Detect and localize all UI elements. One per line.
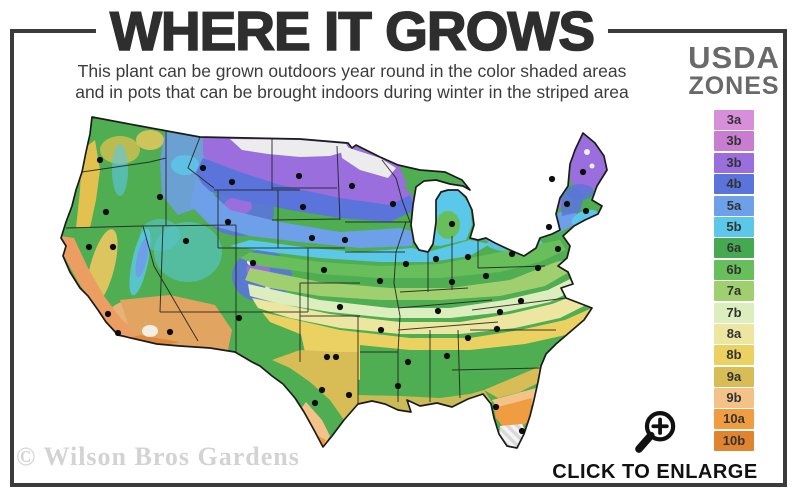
zone-chip-7a: 7a (714, 281, 754, 302)
striped-zone (499, 424, 526, 448)
subtitle-line-2: and in pots that can be brought indoors … (75, 82, 629, 102)
state-borders (65, 128, 567, 404)
zone-chip-3b: 3b (714, 152, 754, 173)
legend-title-zones: ZONES (688, 72, 780, 100)
zone-chip-3a: 3a (714, 110, 754, 130)
city-dots (85, 156, 590, 435)
subtitle-line-1: This plant can be grown outdoors year ro… (77, 61, 627, 81)
zone-chip-10b: 10b (714, 430, 754, 451)
zone-chip-3b: 3b (714, 131, 754, 152)
usda-zones-legend: USDA ZONES 3a 3b 3b 4b 5a 5b 6a 6b 7a 7b 8a 8b 9a 9b 1… (686, 42, 782, 452)
zone-chip-6a: 6a (714, 238, 754, 259)
zone-chip-7b: 7b (714, 302, 754, 323)
zone-chip-9a: 9a (714, 366, 754, 387)
zone-chip-10a: 10a (714, 409, 754, 430)
zone-chip-5a: 5a (714, 195, 754, 216)
zone-chip-9b: 9b (714, 388, 754, 409)
legend-title-usda: USDA (688, 40, 780, 75)
watermark: © Wilson Bros Gardens (16, 442, 300, 471)
page-title: WHERE IT GROWS (95, 1, 609, 61)
zone-chip-8a: 8a (714, 323, 754, 344)
zone-chip-6b: 6b (714, 259, 754, 280)
us-outline (60, 116, 608, 449)
magnifier-zoom-icon[interactable] (628, 406, 682, 460)
click-to-enlarge-button[interactable]: CLICK TO ENLARGE (535, 406, 775, 484)
zone-list: 3a 3b 3b 4b 5a 5b 6a 6b 7a 7b 8a 8b 9a 9b 10a 10b (686, 110, 782, 451)
subtitle: This plant can be grown outdoors year ro… (27, 61, 677, 103)
zone-chip-8b: 8b (714, 345, 754, 366)
enlarge-label[interactable]: CLICK TO ENLARGE (552, 461, 758, 483)
zone-chip-5b: 5b (714, 216, 754, 237)
zone-chip-4b: 4b (714, 174, 754, 195)
